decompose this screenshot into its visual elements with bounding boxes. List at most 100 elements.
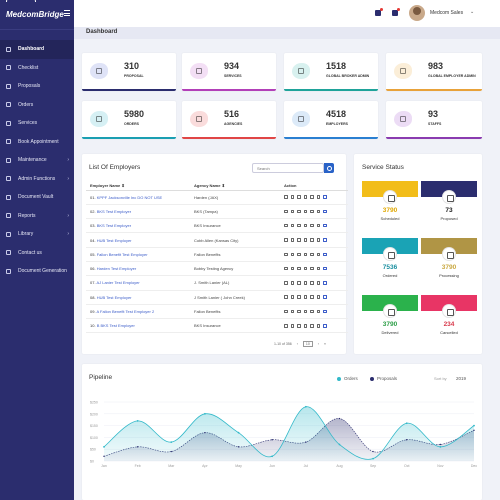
proposals-point[interactable] — [372, 450, 374, 453]
print-icon[interactable] — [310, 223, 314, 228]
copy-icon[interactable] — [297, 238, 301, 242]
link-icon[interactable] — [323, 295, 327, 299]
pager-current[interactable]: 10 — [302, 341, 313, 347]
proposals-point[interactable] — [338, 417, 341, 420]
employer-name-cell[interactable]: 06. Harden Test Employer — [86, 261, 194, 277]
edit-icon[interactable] — [284, 209, 288, 214]
proposals-point[interactable] — [237, 446, 240, 448]
print-icon[interactable] — [310, 209, 314, 214]
pager-next[interactable]: › — [317, 342, 319, 346]
link-icon[interactable] — [323, 266, 327, 271]
file-icon[interactable] — [303, 209, 307, 214]
sidebar-item-dashboard[interactable]: Dashboard — [0, 40, 74, 59]
delete-icon[interactable] — [316, 324, 320, 328]
link-icon[interactable] — [323, 252, 327, 257]
logo[interactable]: MedcomBridge — [0, 0, 74, 30]
delete-icon[interactable] — [316, 252, 320, 257]
link-icon[interactable] — [323, 309, 327, 314]
stat-card-global-broker-admin[interactable]: 1518 Global Broker Admin — [284, 53, 378, 91]
delete-icon[interactable] — [316, 209, 320, 214]
file-icon[interactable] — [303, 252, 307, 257]
link-icon[interactable] — [323, 195, 327, 199]
sidebar-item-book-appointment[interactable]: Book Appointment — [0, 133, 74, 152]
file-icon[interactable] — [303, 266, 307, 271]
link-icon[interactable] — [323, 238, 327, 242]
pager-last[interactable]: » — [323, 342, 326, 346]
employer-name-cell[interactable]: 02. BKS Test Employer — [86, 204, 194, 220]
edit-icon[interactable] — [284, 223, 288, 228]
mail-icon[interactable] — [375, 8, 383, 16]
delete-icon[interactable] — [316, 309, 320, 314]
proposals-point[interactable] — [305, 441, 307, 443]
stat-card-agencies[interactable]: 516 Agencies — [182, 101, 276, 139]
employer-name[interactable]: KPPF Jacksonville Inc DO NOT USE — [96, 194, 163, 200]
bell-icon[interactable] — [392, 8, 400, 16]
view-icon[interactable] — [290, 238, 294, 242]
employer-name-cell[interactable]: 04. HUB Test Employer — [86, 232, 194, 248]
link-icon[interactable] — [323, 223, 327, 228]
orders-point[interactable] — [204, 412, 206, 415]
employer-name[interactable]: A Fallon Benefit Test Employer 2 — [96, 309, 155, 315]
link-icon[interactable] — [323, 281, 327, 285]
file-icon[interactable] — [303, 195, 307, 199]
avatar[interactable] — [409, 5, 425, 21]
service-processing[interactable]: 3790 Processing — [421, 238, 477, 284]
view-icon[interactable] — [290, 324, 294, 328]
print-icon[interactable] — [310, 309, 314, 314]
sidebar-item-checklist[interactable]: Checklist — [0, 59, 74, 78]
employer-name[interactable]: BKS Test Employer — [96, 208, 132, 214]
view-icon[interactable] — [290, 252, 294, 257]
proposals-point[interactable] — [271, 439, 273, 441]
employer-name-cell[interactable]: 05. Fallon Benefit Test Employer — [86, 247, 194, 262]
proposals-point[interactable] — [103, 455, 105, 457]
proposals-point[interactable] — [136, 446, 139, 448]
orders-point[interactable] — [304, 405, 307, 408]
search-input[interactable] — [252, 163, 324, 173]
employer-name-cell[interactable]: 01. KPPF Jacksonville Inc DO NOT USE — [86, 190, 194, 205]
stat-card-orders[interactable]: 5980 Orders — [82, 101, 176, 139]
copy-icon[interactable] — [297, 266, 301, 271]
proposals-point[interactable] — [473, 429, 475, 432]
copy-icon[interactable] — [297, 223, 301, 228]
print-icon[interactable] — [310, 324, 314, 328]
proposals-point[interactable] — [406, 439, 408, 441]
sidebar-item-library[interactable]: Library › — [0, 225, 74, 244]
edit-icon[interactable] — [284, 195, 288, 199]
service-proposed[interactable]: 73 Proposed — [421, 181, 477, 227]
legend-proposals[interactable]: Proposals — [370, 376, 397, 381]
copy-icon[interactable] — [297, 295, 301, 299]
year-select[interactable]: 2019 — [456, 376, 467, 381]
delete-icon[interactable] — [316, 281, 320, 285]
stat-card-global-employer-admin[interactable]: 983 Global Employer Admin — [386, 53, 482, 91]
employer-name-cell[interactable]: 08. HUB Test Employer — [86, 290, 194, 305]
service-delivered[interactable]: 3790 Delivered — [362, 295, 418, 341]
hamburger-icon[interactable] — [64, 10, 70, 16]
sidebar-item-document-vault[interactable]: Document Vault — [0, 188, 74, 207]
employer-name[interactable]: HUB Test Employer — [96, 294, 132, 300]
stat-card-employers[interactable]: 4518 Employers — [284, 101, 378, 139]
copy-icon[interactable] — [297, 195, 301, 199]
delete-icon[interactable] — [316, 223, 320, 228]
file-icon[interactable] — [303, 223, 307, 228]
sidebar-item-admin-functions[interactable]: Admin Functions › — [0, 170, 74, 189]
sidebar-item-reports[interactable]: Reports › — [0, 207, 74, 226]
proposals-point[interactable] — [439, 443, 442, 446]
sort-icon[interactable]: ⬍ — [121, 182, 125, 188]
stat-card-proposal[interactable]: 310 Proposal — [82, 53, 176, 91]
orders-point[interactable] — [237, 431, 240, 434]
col-employer-name[interactable]: Employer Name ⬍ — [86, 181, 194, 191]
employer-name[interactable]: HUB Test Employer — [96, 237, 132, 243]
legend-orders[interactable]: Orders — [337, 376, 358, 381]
orders-point[interactable] — [405, 422, 408, 425]
view-icon[interactable] — [290, 266, 294, 271]
orders-point[interactable] — [170, 441, 173, 444]
sidebar-item-services[interactable]: Services — [0, 114, 74, 133]
employer-name-cell[interactable]: 09. A Fallon Benefit Test Employer 2 — [86, 304, 194, 320]
view-icon[interactable] — [290, 195, 294, 199]
search-icon[interactable] — [324, 163, 334, 173]
orders-point[interactable] — [473, 424, 475, 427]
file-icon[interactable] — [303, 295, 307, 299]
service-cancelled[interactable]: 234 Cancelled — [421, 295, 477, 341]
view-icon[interactable] — [290, 295, 294, 299]
edit-icon[interactable] — [284, 324, 288, 328]
